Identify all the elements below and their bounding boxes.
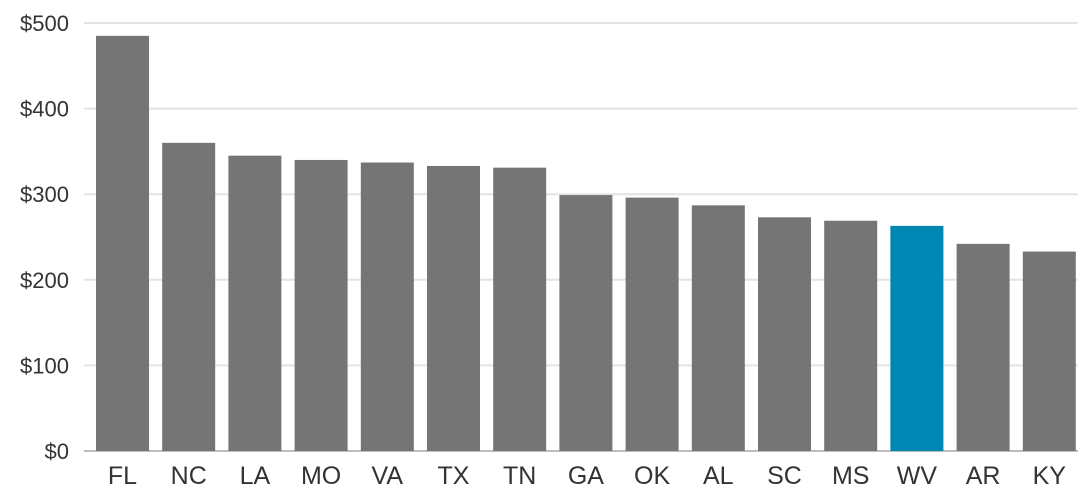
bar-wv xyxy=(890,225,944,451)
x-tick-label: MO xyxy=(301,462,341,485)
bar-ok xyxy=(625,197,679,451)
bar-ar xyxy=(956,243,1010,451)
x-axis-ticks: FL NC LA MO VA TX TN GA OK AL SC MS WV AR KY xyxy=(108,462,1067,490)
bar-la xyxy=(228,155,282,451)
x-tick-label: VA xyxy=(372,462,404,485)
x-tick-label: OK xyxy=(634,462,670,485)
bar-nc xyxy=(162,142,216,451)
x-tick-label: WV xyxy=(897,462,938,485)
y-tick-label: $500 xyxy=(20,11,69,36)
bar-sc xyxy=(758,217,811,451)
x-tick-label: FL xyxy=(108,462,137,485)
bar-tn xyxy=(493,167,547,451)
x-tick-label: NC xyxy=(171,462,207,485)
x-tick-label: LA xyxy=(240,462,271,485)
y-tick-label: $400 xyxy=(20,97,69,122)
bar-al xyxy=(691,205,745,451)
y-tick-label: $100 xyxy=(20,353,69,378)
x-tick-label: MS xyxy=(832,462,870,485)
y-axis-ticks: $0 $100 $200 $300 $400 $500 xyxy=(20,11,69,464)
bars xyxy=(96,35,1076,452)
y-tick-label: $0 xyxy=(45,439,69,464)
bar-mo xyxy=(294,159,348,451)
bar-fl xyxy=(96,35,149,452)
x-tick-label: AL xyxy=(703,462,734,485)
bar-tx xyxy=(427,165,480,451)
x-tick-label: AR xyxy=(966,462,1001,485)
bar-ga xyxy=(559,195,613,451)
x-tick-label: TX xyxy=(438,462,470,485)
x-tick-label: SC xyxy=(767,462,802,485)
x-tick-label: KY xyxy=(1033,462,1067,485)
x-tick-label: TN xyxy=(503,462,536,485)
y-tick-label: $200 xyxy=(20,268,69,293)
bar-ky xyxy=(1022,251,1076,451)
x-tick-label: GA xyxy=(568,462,604,485)
bar-ms xyxy=(824,220,878,451)
y-tick-label: $300 xyxy=(20,182,69,207)
bar-va xyxy=(360,162,414,451)
